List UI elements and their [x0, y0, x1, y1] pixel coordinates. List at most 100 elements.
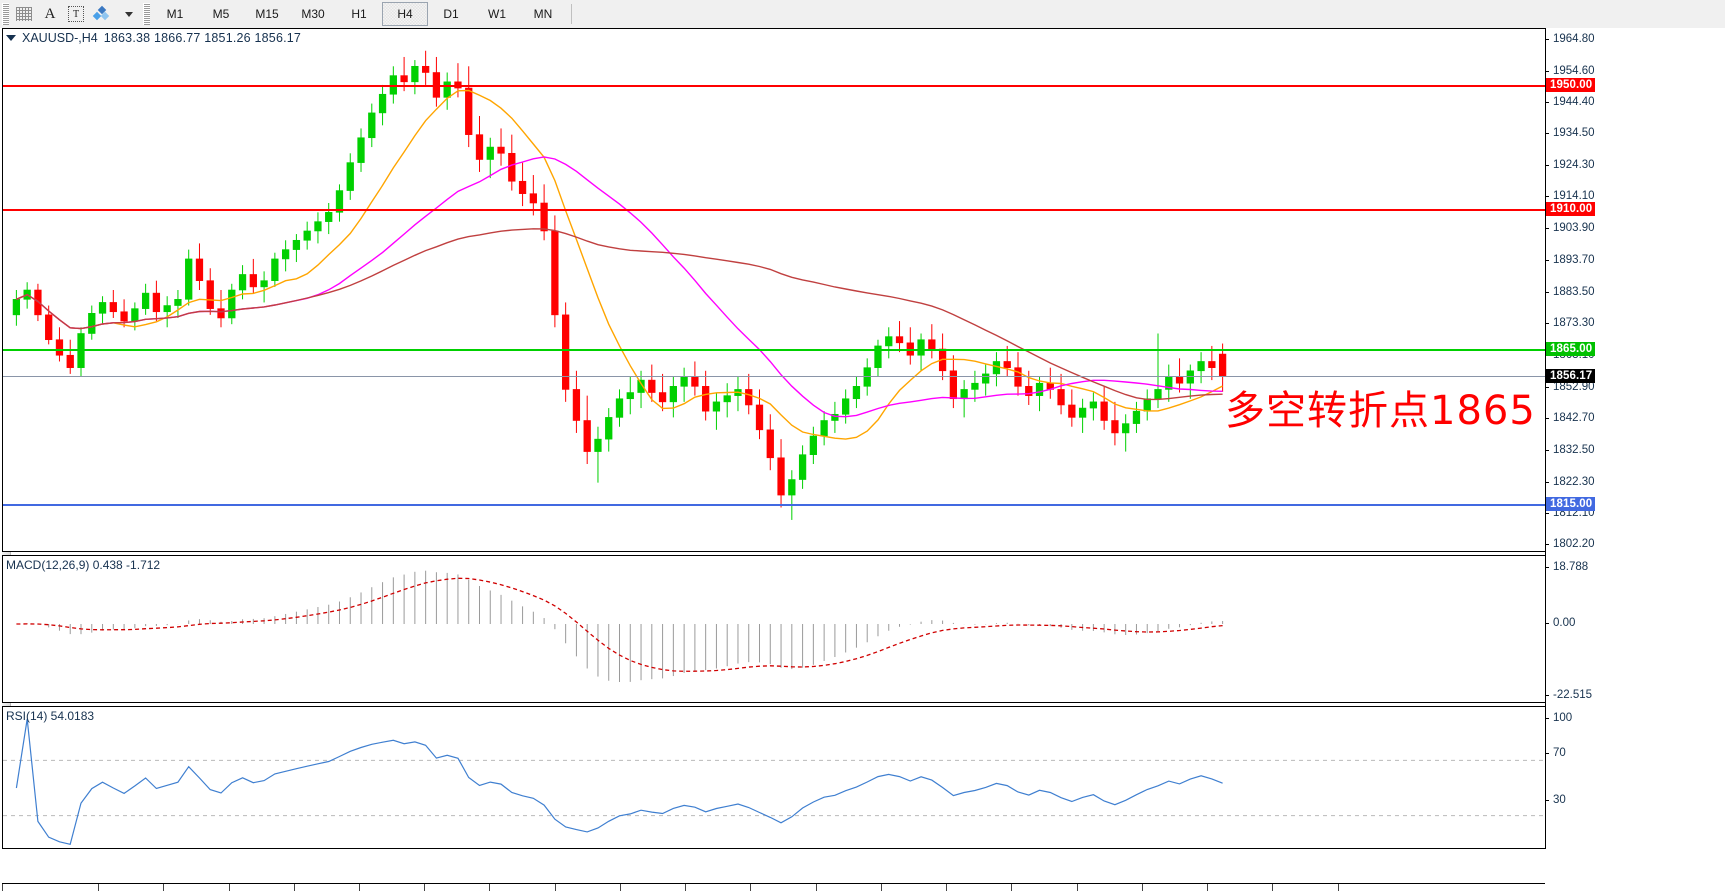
price-pane[interactable]	[2, 28, 1724, 552]
timeframe-m1[interactable]: M1	[166, 7, 184, 21]
macd-tick-label: -22.515	[1553, 689, 1593, 701]
toolbar-divider	[571, 4, 572, 24]
time-tick-mark	[620, 884, 621, 891]
time-tick-mark	[489, 884, 490, 891]
time-tick-mark	[98, 884, 99, 891]
rsi-tick-label: 30	[1553, 794, 1566, 806]
timeframe-m30[interactable]: M30	[301, 7, 325, 21]
level-line-support-1815[interactable]	[3, 504, 1545, 507]
time-tick-mark	[1338, 884, 1339, 891]
time-tick-mark	[2, 884, 3, 891]
timeframe-h1[interactable]: H1	[351, 7, 367, 21]
price-tick-mark	[1545, 164, 1549, 166]
price-tick-mark	[1545, 196, 1549, 198]
price-tick-mark	[1545, 418, 1549, 420]
chart-area[interactable]: XAUUSD-,H4 1863.38 1866.77 1851.26 1856.…	[0, 28, 1725, 894]
rsi-tick-mark	[1545, 753, 1549, 754]
price-tick-mark	[1545, 70, 1549, 72]
toolbar: A T M1 M5 M15 M30 H1 H4 D1 W1 MN	[0, 0, 1725, 29]
price-tick-mark	[1545, 259, 1549, 261]
rsi-pane[interactable]	[2, 706, 1724, 849]
time-axis[interactable]: 21 Dec 202022 Dec 16:0024 Dec 00:0028 De…	[2, 883, 1545, 894]
ohlc-values: 1863.38 1866.77 1851.26 1856.17	[103, 31, 302, 45]
price-tick-mark	[1545, 133, 1549, 135]
macd-tick-mark	[1545, 623, 1549, 624]
time-tick-mark	[424, 884, 425, 891]
price-badge-resistance-1910[interactable]: 1910.00	[1546, 202, 1596, 217]
collapse-triangle-icon[interactable]	[6, 35, 16, 41]
price-tick-label: 1934.50	[1553, 127, 1595, 140]
time-tick-mark	[816, 884, 817, 891]
toolbar-grip[interactable]	[2, 3, 9, 25]
time-tick-mark	[1207, 884, 1208, 891]
price-tick-mark	[1545, 386, 1549, 388]
price-tick-mark	[1545, 544, 1549, 546]
price-pane-inner	[3, 29, 1723, 551]
price-tick-label: 1914.10	[1553, 190, 1595, 203]
price-tick-mark	[1545, 323, 1549, 325]
level-line-last-price-1856[interactable]	[3, 376, 1545, 378]
price-tick-label: 1893.70	[1553, 253, 1595, 266]
macd-tick-label: 0.00	[1553, 617, 1576, 629]
price-badge-support-1815[interactable]: 1815.00	[1546, 497, 1596, 512]
rsi-label: RSI(14) 54.0183	[6, 709, 95, 723]
timeframe-d1[interactable]: D1	[443, 7, 459, 21]
price-axis-line	[1545, 28, 1546, 849]
timeframe-m5[interactable]: M5	[212, 7, 230, 21]
price-tick-label: 1883.50	[1553, 285, 1595, 298]
timeframe-m15[interactable]: M15	[255, 7, 279, 21]
time-tick-mark	[1077, 884, 1078, 891]
macd-tick-mark	[1545, 695, 1549, 696]
macd-label: MACD(12,26,9) 0.438 -1.712	[6, 558, 161, 572]
time-tick-mark	[1272, 884, 1273, 891]
level-line-pivot-1865[interactable]	[3, 349, 1545, 352]
text-a-icon[interactable]: A	[44, 5, 56, 22]
dropdown-caret-icon[interactable]	[115, 2, 141, 26]
price-tick-label: 1944.40	[1553, 96, 1595, 109]
time-tick-mark	[881, 884, 882, 891]
rsi-tick-label: 70	[1553, 747, 1566, 759]
timeframe-mn[interactable]: MN	[533, 7, 553, 21]
price-tick-label: 1964.80	[1553, 32, 1595, 45]
time-tick-mark	[359, 884, 360, 891]
rsi-tick-mark	[1545, 718, 1549, 719]
time-tick-mark	[1011, 884, 1012, 891]
toolbar-tools-group: A T	[11, 0, 141, 28]
price-tick-label: 1873.30	[1553, 317, 1595, 330]
rsi-pane-inner	[3, 707, 1723, 848]
grid-f-icon[interactable]	[11, 2, 37, 26]
price-tick-mark	[1545, 513, 1549, 515]
indicators-icon[interactable]	[89, 2, 115, 26]
macd-pane[interactable]	[2, 555, 1724, 703]
macd-plot	[16, 570, 1224, 682]
timeframe-w1[interactable]: W1	[488, 7, 506, 21]
timeframe-h4[interactable]: H4	[382, 2, 428, 26]
price-tick-mark	[1545, 102, 1549, 104]
timeframe-grip[interactable]	[143, 3, 150, 25]
price-tick-mark	[1545, 291, 1549, 293]
price-tick-mark	[1545, 481, 1549, 483]
text-box-icon[interactable]: T	[63, 2, 89, 26]
time-tick-mark	[163, 884, 164, 891]
price-tick-label: 1852.90	[1553, 380, 1595, 393]
price-badge-resistance-1950[interactable]: 1950.00	[1546, 77, 1596, 92]
time-tick-mark	[1142, 884, 1143, 891]
price-badge-last-price-1856[interactable]: 1856.17	[1546, 369, 1596, 384]
time-tick-mark	[555, 884, 556, 891]
timeframe-group: M1 M5 M15 M30 H1 H4 D1 W1 MN	[152, 0, 566, 28]
rsi-plot	[3, 718, 1546, 846]
level-line-resistance-1950[interactable]	[3, 84, 1545, 87]
price-scale[interactable]: 1964.80 1954.60 1944.40 1934.50 1924.30 1914.…	[1545, 28, 1725, 894]
macd-tick-mark	[1545, 567, 1549, 568]
candlestick-plot	[12, 50, 1227, 520]
price-tick-label: 1954.60	[1553, 64, 1595, 77]
price-tick-mark	[1545, 38, 1549, 40]
macd-pane-inner	[3, 556, 1723, 702]
time-tick-mark	[294, 884, 295, 891]
price-tick-label: 1903.90	[1553, 222, 1595, 235]
time-tick-mark	[229, 884, 230, 891]
price-tick-label: 1802.20	[1553, 538, 1595, 551]
price-badge-pivot-1865[interactable]: 1865.00	[1546, 342, 1596, 357]
level-line-resistance-1910[interactable]	[3, 209, 1545, 212]
